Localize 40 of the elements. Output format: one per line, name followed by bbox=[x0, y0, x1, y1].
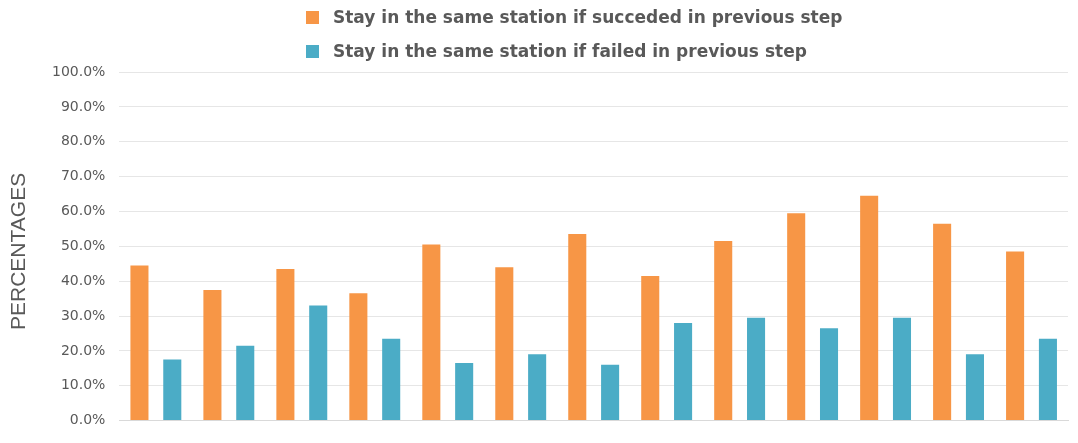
bar bbox=[130, 265, 149, 421]
y-tick-label: 100.0% bbox=[51, 62, 106, 79]
y-tick-label: 60.0% bbox=[60, 202, 106, 219]
y-tick-label: 70.0% bbox=[60, 167, 106, 184]
bar bbox=[714, 241, 733, 421]
y-tick-label: 10.0% bbox=[60, 376, 106, 393]
bar bbox=[495, 267, 514, 421]
bar bbox=[674, 322, 693, 421]
y-tick-label: 30.0% bbox=[60, 306, 106, 323]
legend-label: Stay in the same station if succeded in previous step bbox=[333, 7, 843, 27]
bar bbox=[455, 363, 474, 421]
bar bbox=[528, 354, 547, 421]
bar bbox=[236, 345, 255, 421]
bar bbox=[568, 234, 587, 421]
bar bbox=[382, 338, 401, 421]
y-tick-label: 0.0% bbox=[69, 411, 106, 428]
bar bbox=[860, 195, 879, 421]
bar bbox=[601, 364, 620, 421]
y-tick-label: 20.0% bbox=[60, 341, 106, 358]
bar bbox=[276, 268, 295, 421]
bar bbox=[1038, 338, 1057, 421]
y-axis-title: PERCENTAGES bbox=[6, 172, 30, 330]
y-tick-label: 50.0% bbox=[60, 236, 106, 253]
legend-label: Stay in the same station if failed in previous step bbox=[333, 41, 807, 61]
bar bbox=[892, 317, 912, 421]
bar bbox=[1006, 251, 1025, 421]
bar bbox=[787, 213, 806, 421]
y-tick-label: 90.0% bbox=[60, 97, 106, 114]
bar bbox=[933, 223, 952, 421]
bar bbox=[641, 275, 660, 421]
bar bbox=[819, 328, 839, 421]
bar bbox=[349, 293, 368, 421]
bar bbox=[309, 305, 328, 421]
bar bbox=[965, 354, 984, 421]
bar bbox=[422, 244, 441, 421]
bar bbox=[747, 317, 766, 421]
y-tick-label: 40.0% bbox=[60, 271, 106, 288]
bar bbox=[203, 289, 222, 421]
y-tick-label: 80.0% bbox=[60, 132, 106, 149]
bar bbox=[163, 359, 182, 421]
